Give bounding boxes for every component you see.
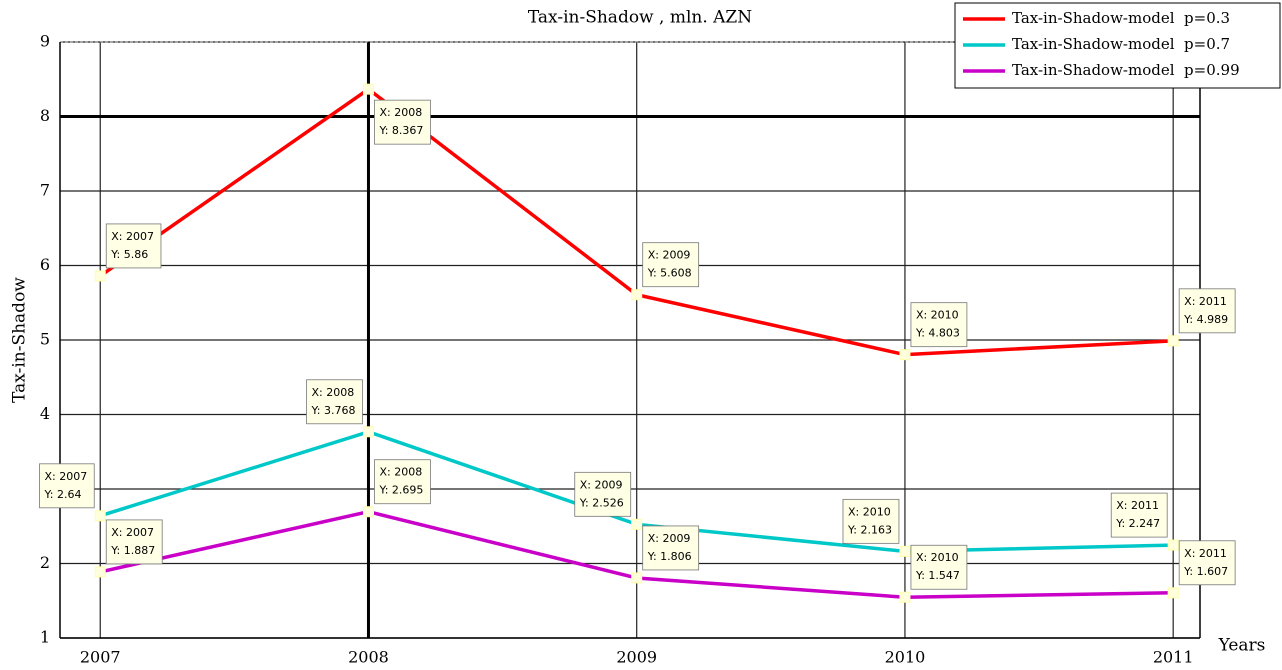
data-tip-x: X: 2008 xyxy=(312,386,355,399)
data-tip-box xyxy=(910,544,968,590)
y-tick-label: 1 xyxy=(40,628,50,647)
data-tip-x: X: 2007 xyxy=(111,526,154,539)
x-axis-label: Years xyxy=(1218,636,1266,656)
data-tip-box xyxy=(1178,540,1236,586)
data-tip: X: 2007 Y: 5.86 xyxy=(105,223,162,269)
data-point xyxy=(362,83,374,95)
data-tip-y: Y: 5.86 xyxy=(110,248,148,261)
data-point xyxy=(631,289,643,301)
y-tick-label: 6 xyxy=(40,255,50,274)
data-tip-x: X: 2007 xyxy=(111,230,154,243)
data-point xyxy=(899,591,911,603)
legend-label: Tax-in-Shadow-model p=0.3 xyxy=(1012,9,1230,27)
data-tip-y: Y: 4.803 xyxy=(915,327,960,340)
data-tip-y: Y: 1.887 xyxy=(110,544,155,557)
data-tip-box xyxy=(105,519,163,565)
data-tip-y: Y: 2.64 xyxy=(44,488,82,501)
data-tip: X: 2008 Y: 2.695 xyxy=(374,459,431,505)
data-tip-y: Y: 3.768 xyxy=(311,404,356,417)
data-tip-x: X: 2007 xyxy=(45,470,88,483)
data-tip-box xyxy=(910,302,968,348)
chart-title: Tax-in-Shadow , mln. AZN xyxy=(528,8,752,28)
data-tip-x: X: 2010 xyxy=(916,309,959,322)
data-tip-y: Y: 4.989 xyxy=(1183,313,1228,326)
data-tip: X: 2007 Y: 1.887 xyxy=(105,519,163,565)
data-point xyxy=(94,510,106,522)
data-tip: X: 2009 Y: 1.806 xyxy=(642,525,700,571)
data-tip-x: X: 2009 xyxy=(648,532,691,545)
data-tip: X: 2010 Y: 2.163 xyxy=(842,498,900,544)
x-tick-label: 2008 xyxy=(348,648,389,667)
data-tip-box xyxy=(1178,288,1236,334)
data-tip-x: X: 2010 xyxy=(848,505,891,518)
data-tip-x: X: 2009 xyxy=(580,478,623,491)
data-point xyxy=(631,518,643,530)
data-tip-box xyxy=(39,463,95,509)
data-tip-box xyxy=(642,242,700,288)
y-tick-label: 5 xyxy=(40,330,50,349)
data-point xyxy=(362,426,374,438)
data-tip-y: Y: 1.607 xyxy=(1183,565,1228,578)
data-tip-box xyxy=(374,99,431,145)
data-tip-box xyxy=(105,223,162,269)
y-tick-label: 8 xyxy=(40,106,50,125)
data-tip-x: X: 2008 xyxy=(379,466,422,479)
data-tip: X: 2009 Y: 2.526 xyxy=(574,471,632,517)
data-tip-x: X: 2008 xyxy=(379,106,422,119)
data-tip: X: 2008 Y: 8.367 xyxy=(374,99,431,145)
data-tip-box xyxy=(642,525,700,571)
data-tip-box xyxy=(574,471,632,517)
data-tip: X: 2007 Y: 2.64 xyxy=(39,463,95,509)
data-point xyxy=(899,545,911,557)
data-tip: X: 2008 Y: 3.768 xyxy=(306,379,363,425)
legend-label: Tax-in-Shadow-model p=0.99 xyxy=(1012,61,1240,79)
y-axis-label: Tax-in-Shadow xyxy=(10,277,30,403)
data-tip-y: Y: 8.367 xyxy=(378,124,423,137)
data-tip-y: Y: 2.163 xyxy=(847,523,892,536)
y-tick-label: 7 xyxy=(40,181,50,200)
legend-box xyxy=(954,2,1281,89)
data-tip-y: Y: 5.608 xyxy=(647,267,692,280)
data-tip: X: 2009 Y: 5.608 xyxy=(642,242,700,288)
data-tip-y: Y: 1.806 xyxy=(647,550,692,563)
data-tip-box xyxy=(306,379,363,425)
data-tip-x: X: 2011 xyxy=(1184,295,1227,308)
data-tip-box xyxy=(374,459,431,505)
x-tick-label: 2007 xyxy=(80,648,121,667)
data-tip-x: X: 2011 xyxy=(1116,499,1159,512)
x-tick-label: 2011 xyxy=(1153,648,1194,667)
legend-label: Tax-in-Shadow-model p=0.7 xyxy=(1012,35,1230,53)
data-tip-y: Y: 1.547 xyxy=(915,569,960,582)
x-tick-label: 2009 xyxy=(616,648,657,667)
data-tip-x: X: 2009 xyxy=(648,249,691,262)
data-tip: X: 2010 Y: 4.803 xyxy=(910,302,968,348)
data-tip-x: X: 2010 xyxy=(916,551,959,564)
data-tip-box xyxy=(1110,492,1168,538)
data-point xyxy=(1167,335,1179,347)
data-tip-y: Y: 2.526 xyxy=(579,496,624,509)
data-tip-x: X: 2011 xyxy=(1184,547,1227,560)
y-tick-label: 4 xyxy=(40,404,50,423)
data-tip: X: 2011 Y: 2.247 xyxy=(1110,492,1168,538)
data-tip-y: Y: 2.247 xyxy=(1115,517,1160,530)
data-tip: X: 2011 Y: 1.607 xyxy=(1178,540,1236,586)
data-point xyxy=(1167,539,1179,551)
data-tip: X: 2011 Y: 4.989 xyxy=(1178,288,1236,334)
data-point xyxy=(899,349,911,361)
data-point xyxy=(362,506,374,518)
data-point xyxy=(94,270,106,282)
data-point xyxy=(1167,587,1179,599)
data-tip-y: Y: 2.695 xyxy=(378,484,423,497)
data-tip-box xyxy=(842,498,900,544)
y-tick-label: 9 xyxy=(40,32,50,51)
y-tick-label: 2 xyxy=(40,553,50,572)
data-tip: X: 2010 Y: 1.547 xyxy=(910,544,968,590)
data-point xyxy=(631,572,643,584)
x-tick-label: 2010 xyxy=(885,648,926,667)
data-point xyxy=(94,566,106,578)
